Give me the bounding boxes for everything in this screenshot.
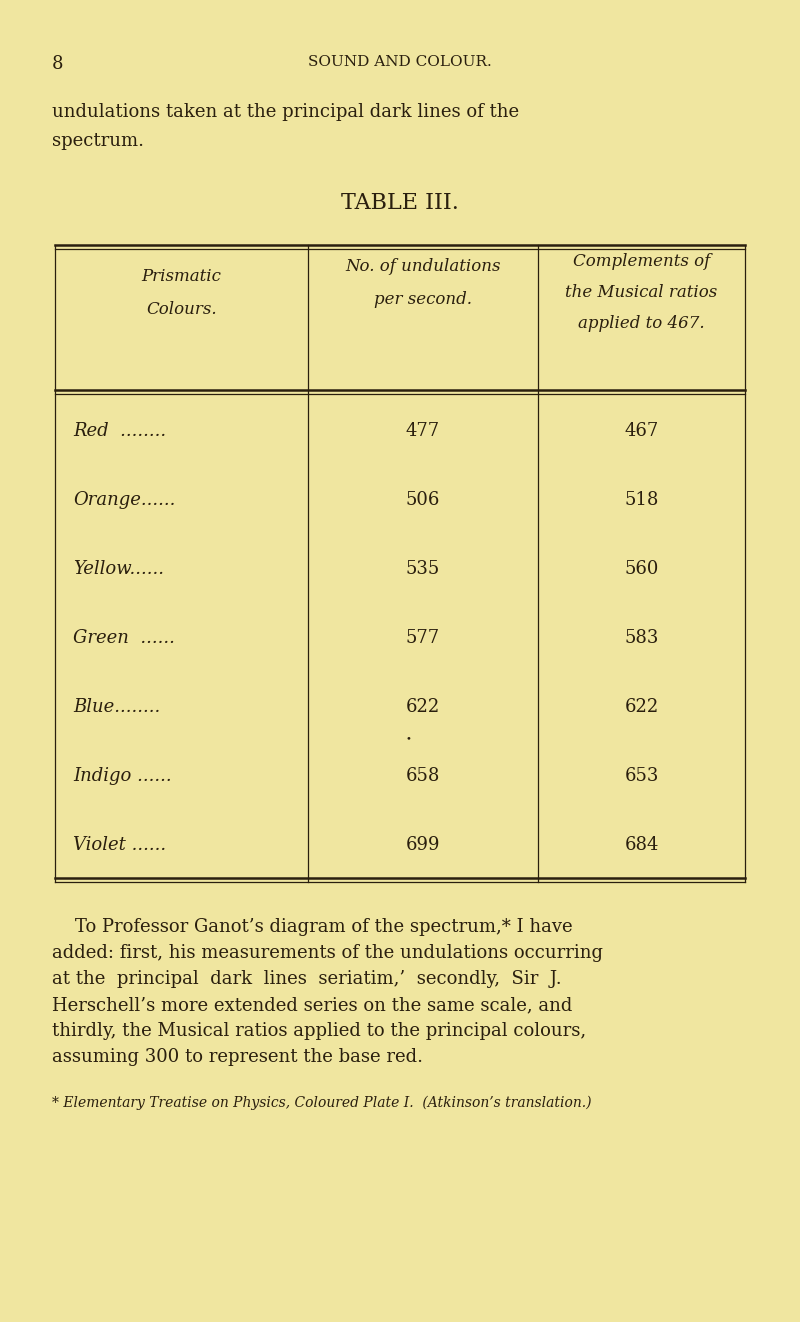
Text: Orange......: Orange...... [73, 490, 175, 509]
Text: applied to 467.: applied to 467. [578, 315, 705, 332]
Text: 577: 577 [406, 629, 440, 646]
Text: per second.: per second. [374, 291, 472, 308]
Text: Blue........: Blue........ [73, 698, 160, 717]
Text: added: first, his measurements of the undulations occurring: added: first, his measurements of the un… [52, 944, 603, 962]
Text: 699: 699 [406, 837, 440, 854]
Text: 684: 684 [624, 837, 658, 854]
Text: * Elementary Treatise on Physics, Coloured Plate I.  (Atkinson’s translation.): * Elementary Treatise on Physics, Colour… [52, 1096, 591, 1110]
Text: assuming 300 to represent the base red.: assuming 300 to represent the base red. [52, 1048, 423, 1066]
Text: Violet ......: Violet ...... [73, 837, 166, 854]
Text: 653: 653 [624, 767, 658, 785]
Text: SOUND AND COLOUR.: SOUND AND COLOUR. [308, 56, 492, 69]
Text: Herschell’s more extended series on the same scale, and: Herschell’s more extended series on the … [52, 995, 572, 1014]
Text: 518: 518 [624, 490, 658, 509]
Text: Complements of: Complements of [573, 253, 710, 270]
Text: spectrum.: spectrum. [52, 132, 144, 149]
Text: No. of undulations: No. of undulations [346, 258, 501, 275]
Text: 506: 506 [406, 490, 440, 509]
Text: Green  ......: Green ...... [73, 629, 175, 646]
Text: •: • [405, 735, 411, 744]
Text: Red  ........: Red ........ [73, 422, 166, 440]
Text: Indigo ......: Indigo ...... [73, 767, 172, 785]
Text: 535: 535 [406, 559, 440, 578]
Text: thirdly, the Musical ratios applied to the principal colours,: thirdly, the Musical ratios applied to t… [52, 1022, 586, 1040]
Text: 622: 622 [624, 698, 658, 717]
Text: undulations taken at the principal dark lines of the: undulations taken at the principal dark … [52, 103, 519, 122]
Text: TABLE III.: TABLE III. [341, 192, 459, 214]
Text: To Professor Ganot’s diagram of the spectrum,* I have: To Professor Ganot’s diagram of the spec… [52, 917, 573, 936]
Text: 622: 622 [406, 698, 440, 717]
Text: 467: 467 [624, 422, 658, 440]
Text: 583: 583 [624, 629, 658, 646]
Text: 658: 658 [406, 767, 440, 785]
Text: the Musical ratios: the Musical ratios [566, 284, 718, 301]
Text: Prismatic: Prismatic [142, 268, 222, 286]
Text: 477: 477 [406, 422, 440, 440]
Text: 560: 560 [624, 559, 658, 578]
Text: at the  principal  dark  lines  seriatim,’  secondly,  Sir  J.: at the principal dark lines seriatim,’ s… [52, 970, 562, 988]
Text: 8: 8 [52, 56, 63, 73]
Text: Colours.: Colours. [146, 301, 217, 319]
Text: Yellow......: Yellow...... [73, 559, 164, 578]
